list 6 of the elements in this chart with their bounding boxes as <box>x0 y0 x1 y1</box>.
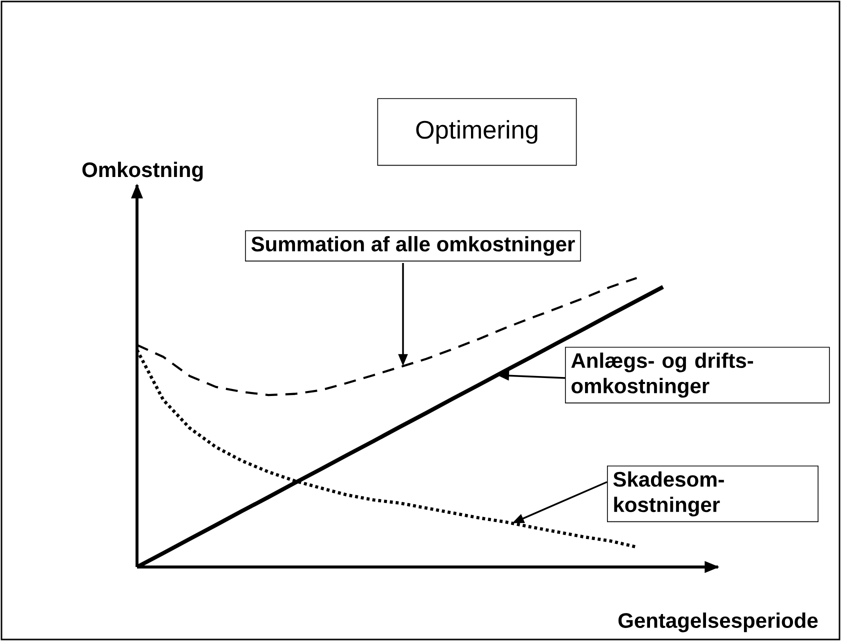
chart-title: Optimering <box>416 120 538 144</box>
y-axis-title: Omkostning <box>82 162 203 182</box>
annotation: Skadesom-kostninger <box>613 471 724 516</box>
x-axis-title: Gentagelsesperiode <box>618 612 818 632</box>
text: Summation af alle omkostninger <box>251 236 575 256</box>
annotation: Anlægs- og drifts-omkostninger <box>571 352 754 398</box>
